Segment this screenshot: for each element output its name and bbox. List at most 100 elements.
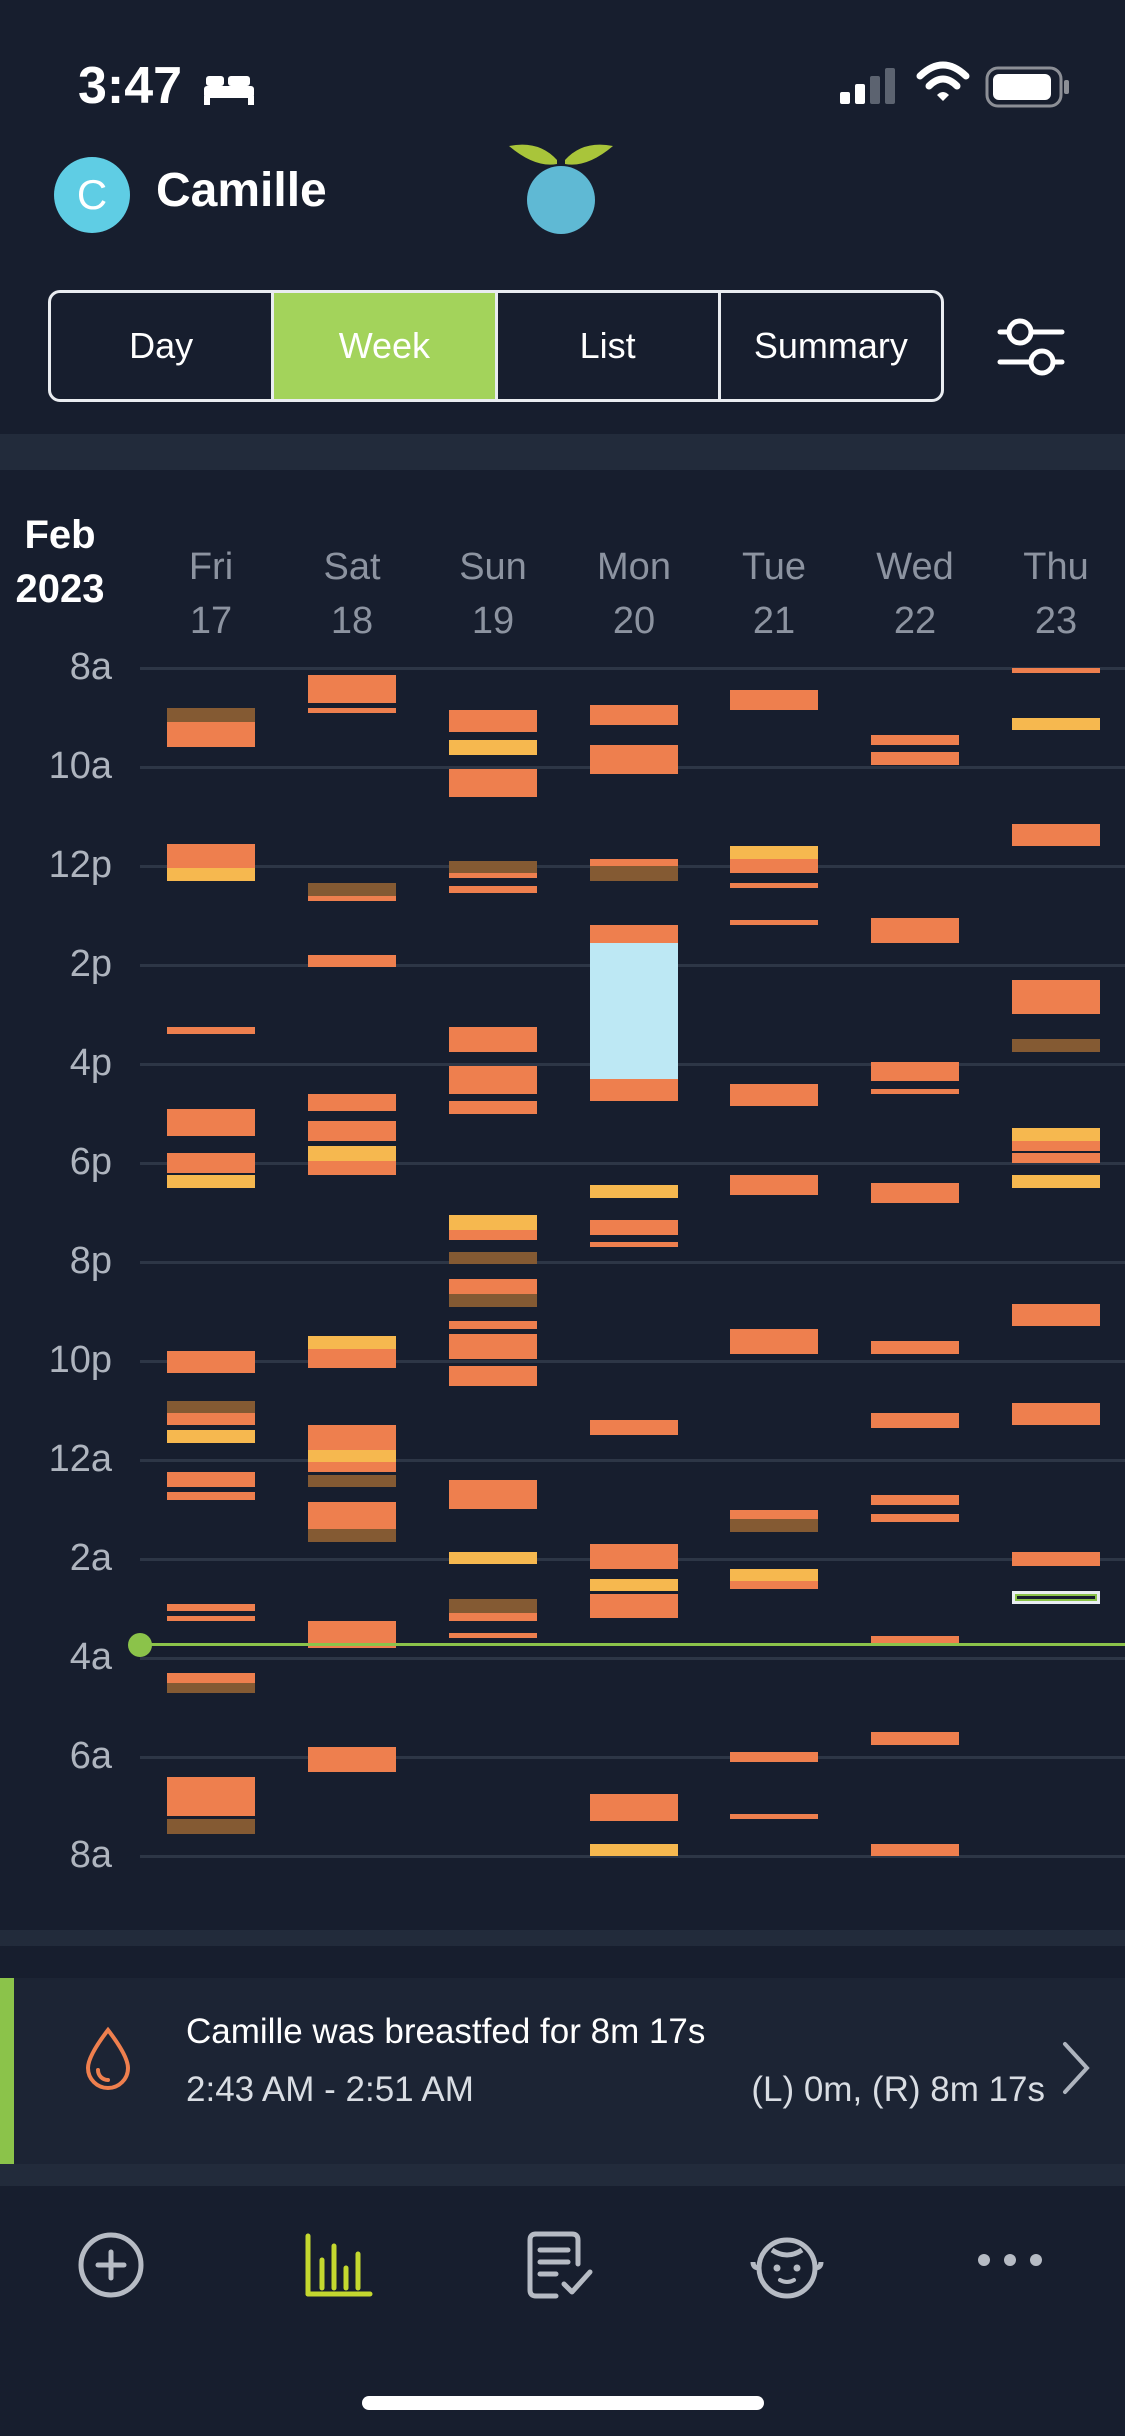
event-bar-nursing[interactable] bbox=[590, 1794, 678, 1822]
event-bar-diaper[interactable] bbox=[167, 1682, 255, 1693]
event-bar-nursing[interactable] bbox=[590, 1219, 678, 1235]
event-bar-nursing[interactable] bbox=[167, 1472, 255, 1488]
event-bar-nursing[interactable] bbox=[449, 1229, 537, 1240]
event-bar-nursing[interactable] bbox=[308, 1093, 396, 1111]
event-bar-nursing[interactable] bbox=[730, 1813, 818, 1819]
event-bar-nursing[interactable] bbox=[1012, 1304, 1100, 1327]
event-bar-nursing[interactable] bbox=[449, 1333, 537, 1359]
event-bar-nursing[interactable] bbox=[167, 1153, 255, 1173]
event-bar-bottle[interactable] bbox=[449, 1551, 537, 1564]
event-bar-nursing[interactable] bbox=[590, 925, 678, 943]
event-bar-nursing[interactable] bbox=[167, 1492, 255, 1500]
event-bar-nursing[interactable] bbox=[590, 858, 678, 866]
event-bar-nursing[interactable] bbox=[308, 675, 396, 703]
event-bar-nursing[interactable] bbox=[308, 895, 396, 901]
event-bar-nursing[interactable] bbox=[590, 744, 678, 775]
event-bar-nursing[interactable] bbox=[449, 769, 537, 797]
event-bar-nursing[interactable] bbox=[167, 1615, 255, 1621]
event-bar-bottle[interactable] bbox=[1012, 1128, 1100, 1141]
last-entry-card[interactable]: Camille was breastfed for 8m 17s 2:43 AM… bbox=[0, 1978, 1125, 2164]
event-bar-nursing[interactable] bbox=[167, 722, 255, 748]
tab-day[interactable]: Day bbox=[51, 293, 275, 399]
event-bar-outline[interactable] bbox=[1012, 1591, 1100, 1604]
event-bar-nursing[interactable] bbox=[590, 1593, 678, 1619]
event-bar-nursing[interactable] bbox=[1012, 1403, 1100, 1426]
event-bar-bottle[interactable] bbox=[590, 1185, 678, 1198]
event-bar-bottle[interactable] bbox=[590, 1843, 678, 1856]
event-bar-nursing[interactable] bbox=[1012, 1153, 1100, 1163]
event-bar-nursing[interactable] bbox=[449, 1026, 537, 1052]
event-bar-nursing[interactable] bbox=[308, 955, 396, 968]
event-bar-diaper[interactable] bbox=[308, 1529, 396, 1542]
event-bar-nursing[interactable] bbox=[1012, 823, 1100, 847]
child-name[interactable]: Camille bbox=[156, 164, 327, 217]
event-bar-nursing[interactable] bbox=[730, 1175, 818, 1196]
event-bar-nursing[interactable] bbox=[730, 1083, 818, 1107]
event-bar-nursing[interactable] bbox=[449, 1479, 537, 1510]
event-bar-nursing[interactable] bbox=[308, 1502, 396, 1530]
event-bar-bottle[interactable] bbox=[167, 1430, 255, 1443]
event-bar-nursing[interactable] bbox=[871, 1732, 959, 1745]
event-bar-diaper[interactable] bbox=[167, 1818, 255, 1834]
event-bar-nursing[interactable] bbox=[730, 1328, 818, 1354]
event-bar-nursing[interactable] bbox=[449, 1101, 537, 1114]
event-bar-bottle[interactable] bbox=[1012, 717, 1100, 730]
add-circle-icon[interactable] bbox=[76, 2230, 146, 2300]
notes-icon[interactable] bbox=[526, 2230, 596, 2300]
baby-face-icon[interactable] bbox=[750, 2230, 824, 2300]
event-bar-diaper[interactable] bbox=[167, 707, 255, 723]
event-bar-diaper[interactable] bbox=[590, 866, 678, 881]
event-bar-nursing[interactable] bbox=[730, 858, 818, 874]
event-bar-nursing[interactable] bbox=[871, 1182, 959, 1203]
event-bar-nursing[interactable] bbox=[449, 1321, 537, 1329]
event-bar-nursing[interactable] bbox=[730, 920, 818, 926]
event-bar-nursing[interactable] bbox=[449, 1279, 537, 1295]
event-bar-bottle[interactable] bbox=[308, 1336, 396, 1349]
event-bar-nursing[interactable] bbox=[590, 1420, 678, 1436]
event-bar-nursing[interactable] bbox=[449, 885, 537, 894]
event-bar-nursing[interactable] bbox=[590, 1078, 678, 1102]
event-bar-nursing[interactable] bbox=[871, 1635, 959, 1644]
chart-icon[interactable] bbox=[302, 2230, 374, 2300]
event-bar-bottle[interactable] bbox=[730, 846, 818, 859]
event-bar-nursing[interactable] bbox=[730, 1752, 818, 1762]
event-bar-nursing[interactable] bbox=[308, 1425, 396, 1451]
event-bar-nursing[interactable] bbox=[730, 883, 818, 889]
event-bar-nursing[interactable] bbox=[308, 1120, 396, 1141]
event-bar-bottle[interactable] bbox=[449, 739, 537, 755]
event-bar-nursing[interactable] bbox=[590, 705, 678, 725]
event-bar-nursing[interactable] bbox=[308, 1160, 396, 1176]
event-bar-nursing[interactable] bbox=[167, 1672, 255, 1683]
event-bar-sleep[interactable] bbox=[590, 942, 678, 1079]
event-bar-diaper[interactable] bbox=[308, 883, 396, 896]
event-bar-nursing[interactable] bbox=[590, 1544, 678, 1569]
event-bar-nursing[interactable] bbox=[449, 1633, 537, 1639]
event-bar-nursing[interactable] bbox=[167, 1026, 255, 1035]
event-bar-nursing[interactable] bbox=[167, 1108, 255, 1136]
event-bar-nursing[interactable] bbox=[167, 1351, 255, 1374]
event-bar-nursing[interactable] bbox=[871, 1494, 959, 1505]
event-bar-nursing[interactable] bbox=[871, 1088, 959, 1094]
event-bar-nursing[interactable] bbox=[871, 1061, 959, 1082]
event-bar-nursing[interactable] bbox=[871, 752, 959, 765]
event-bar-nursing[interactable] bbox=[871, 1412, 959, 1428]
event-bar-diaper[interactable] bbox=[449, 1598, 537, 1614]
event-bar-nursing[interactable] bbox=[730, 1509, 818, 1520]
event-bar-bottle[interactable] bbox=[308, 1145, 396, 1161]
event-bar-nursing[interactable] bbox=[449, 873, 537, 879]
event-bar-nursing[interactable] bbox=[449, 1365, 537, 1386]
event-bar-nursing[interactable] bbox=[449, 1066, 537, 1094]
event-bar-nursing[interactable] bbox=[730, 1581, 818, 1589]
event-bar-bottle[interactable] bbox=[1012, 1175, 1100, 1188]
event-bar-diaper[interactable] bbox=[1012, 1039, 1100, 1052]
event-bar-nursing[interactable] bbox=[308, 1348, 396, 1369]
event-bar-nursing[interactable] bbox=[308, 707, 396, 713]
event-bar-diaper[interactable] bbox=[449, 861, 537, 874]
event-bar-nursing[interactable] bbox=[1012, 1551, 1100, 1567]
event-bar-nursing[interactable] bbox=[871, 1843, 959, 1856]
event-bar-nursing[interactable] bbox=[871, 917, 959, 943]
event-bar-bottle[interactable] bbox=[449, 1214, 537, 1230]
event-bar-nursing[interactable] bbox=[871, 734, 959, 745]
event-bar-nursing[interactable] bbox=[1012, 668, 1100, 673]
event-bar-nursing[interactable] bbox=[871, 1514, 959, 1522]
